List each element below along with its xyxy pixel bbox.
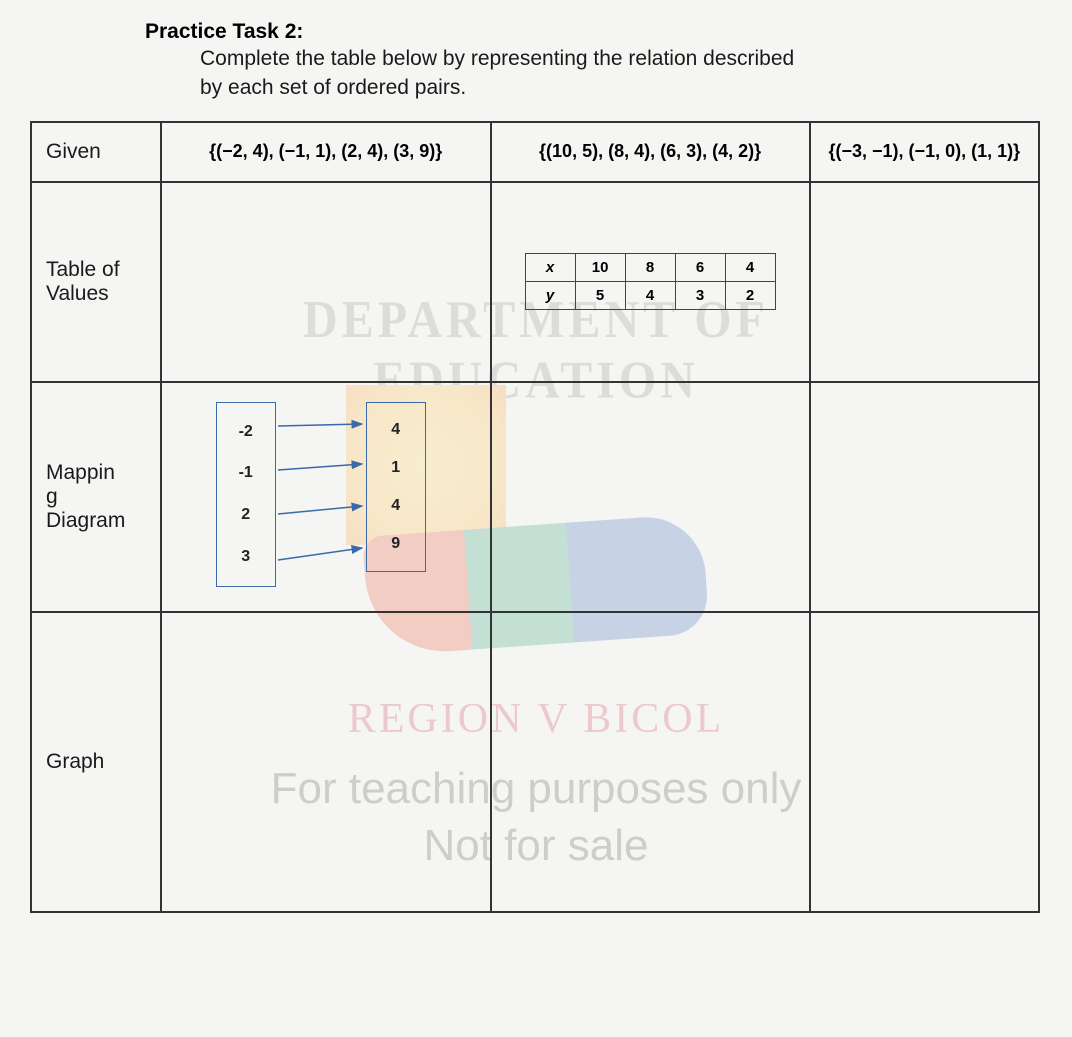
row-label-given: Given [31, 122, 161, 182]
table-values-cell-3 [810, 182, 1039, 382]
given-set-2: {(10, 5), (8, 4), (6, 3), (4, 2)} [491, 122, 810, 182]
graph-cell-1 [161, 612, 491, 912]
graph-cell-2 [491, 612, 810, 912]
row-label-table-values: Table ofValues [31, 182, 161, 382]
map-left-3: 3 [241, 541, 250, 573]
tv-x-0: 10 [575, 254, 625, 282]
graph-cell-3 [810, 612, 1039, 912]
table-values-cell-1 [161, 182, 491, 382]
map-right-3: 9 [391, 528, 400, 560]
tv-y-1: 4 [625, 282, 675, 310]
mapping-domain-box: -2 -1 2 3 [216, 402, 276, 587]
map-left-0: -2 [239, 416, 253, 448]
tv-x-2: 6 [675, 254, 725, 282]
tv-y-header: y [525, 282, 575, 310]
map-right-1: 1 [391, 452, 400, 484]
map-left-1: -1 [239, 457, 253, 489]
tv-y-2: 3 [675, 282, 725, 310]
xy-value-table: x 10 8 6 4 y 5 4 3 2 [525, 253, 776, 310]
practice-table: Given {(−2, 4), (−1, 1), (2, 4), (3, 9)}… [30, 121, 1040, 913]
tv-x-1: 8 [625, 254, 675, 282]
row-label-graph: Graph [31, 612, 161, 912]
given-set-3: {(−3, −1), (−1, 0), (1, 1)} [810, 122, 1039, 182]
tv-x-3: 4 [725, 254, 775, 282]
map-left-2: 2 [241, 499, 250, 531]
task-title: Practice Task 2: [145, 20, 303, 43]
map-right-0: 4 [391, 414, 400, 446]
given-set-1: {(−2, 4), (−1, 1), (2, 4), (3, 9)} [161, 122, 491, 182]
tv-y-3: 2 [725, 282, 775, 310]
task-description: Complete the table below by representing… [200, 44, 990, 103]
mapping-arrows [276, 402, 366, 592]
mapping-cell-1: -2 -1 2 3 4 1 4 9 [161, 382, 491, 612]
tv-y-0: 5 [575, 282, 625, 310]
row-label-mapping: MappingDiagram [31, 382, 161, 612]
map-right-2: 4 [391, 490, 400, 522]
tv-x-header: x [525, 254, 575, 282]
mapping-range-box: 4 1 4 9 [366, 402, 426, 572]
task-header: Practice Task 2: Complete the table belo… [145, 20, 1042, 103]
table-values-cell-2: x 10 8 6 4 y 5 4 3 2 [491, 182, 810, 382]
mapping-cell-2 [491, 382, 810, 612]
mapping-cell-3 [810, 382, 1039, 612]
mapping-diagram: -2 -1 2 3 4 1 4 9 [216, 402, 436, 592]
